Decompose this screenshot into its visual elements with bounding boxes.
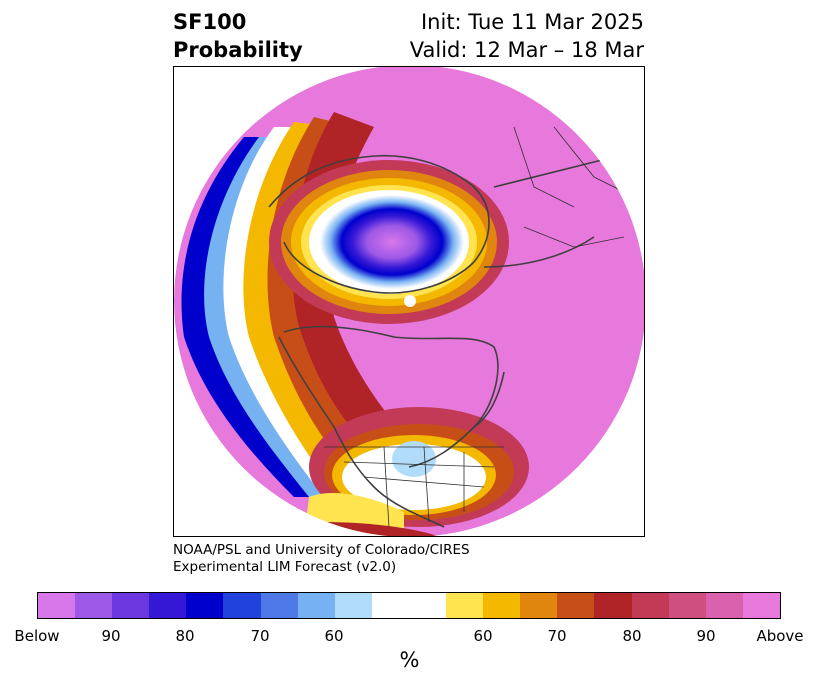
map-title: SF100 Probability (173, 8, 303, 64)
title-line2: Probability (173, 38, 303, 62)
colorbar-swatch (705, 593, 743, 618)
credit-text: NOAA/PSL and University of Colorado/CIRE… (173, 542, 470, 576)
valid-dates: Valid: 12 Mar – 18 Mar (409, 38, 644, 62)
tick-below-80: 80 (175, 627, 195, 645)
political-borders (324, 126, 635, 528)
map-panel (173, 66, 645, 537)
title-line1: SF100 (173, 10, 247, 34)
colorbar-swatch (186, 593, 224, 618)
colorbar-swatch (75, 593, 113, 618)
colorbar-swatch (149, 593, 187, 618)
colorbar-swatch (112, 593, 150, 618)
pole-marker (404, 295, 416, 307)
polar-low-below (320, 195, 464, 289)
colorbar-ticks: Below 90 80 70 60 60 70 80 90 Above (0, 627, 819, 647)
tick-below: Below (14, 627, 60, 645)
tick-below-70: 70 (250, 627, 270, 645)
colorbar-swatch (520, 593, 558, 618)
coastlines (268, 154, 615, 528)
colorbar-swatch (631, 593, 669, 618)
tick-above-90: 90 (696, 627, 716, 645)
colorbar-swatch (594, 593, 632, 618)
colorbar-swatch (371, 593, 447, 618)
colorbar-unit: % (399, 648, 420, 672)
tick-above-60: 60 (473, 627, 493, 645)
colorbar-swatch (668, 593, 706, 618)
tick-above-80: 80 (622, 627, 642, 645)
colorbar-swatch (260, 593, 298, 618)
colorbar-swatch (557, 593, 595, 618)
colorbar-swatch (334, 593, 372, 618)
forecast-dates: Init: Tue 11 Mar 2025 Valid: 12 Mar – 18… (410, 8, 644, 64)
credit-line1: NOAA/PSL and University of Colorado/CIRE… (173, 542, 470, 558)
colorbar-swatch (223, 593, 261, 618)
probability-map (174, 67, 644, 536)
init-date: Init: Tue 11 Mar 2025 (420, 10, 644, 34)
tick-below-90: 90 (101, 627, 121, 645)
na-below-spot (392, 441, 436, 477)
colorbar-swatch (38, 593, 76, 618)
colorbar-swatch (483, 593, 521, 618)
colorbar-swatch (297, 593, 335, 618)
colorbar (37, 592, 781, 619)
colorbar-swatch (742, 593, 780, 618)
tick-above: Above (756, 627, 804, 645)
tick-above-70: 70 (547, 627, 567, 645)
colorbar-swatch (446, 593, 484, 618)
credit-line2: Experimental LIM Forecast (v2.0) (173, 559, 397, 575)
tick-below-60: 60 (324, 627, 344, 645)
